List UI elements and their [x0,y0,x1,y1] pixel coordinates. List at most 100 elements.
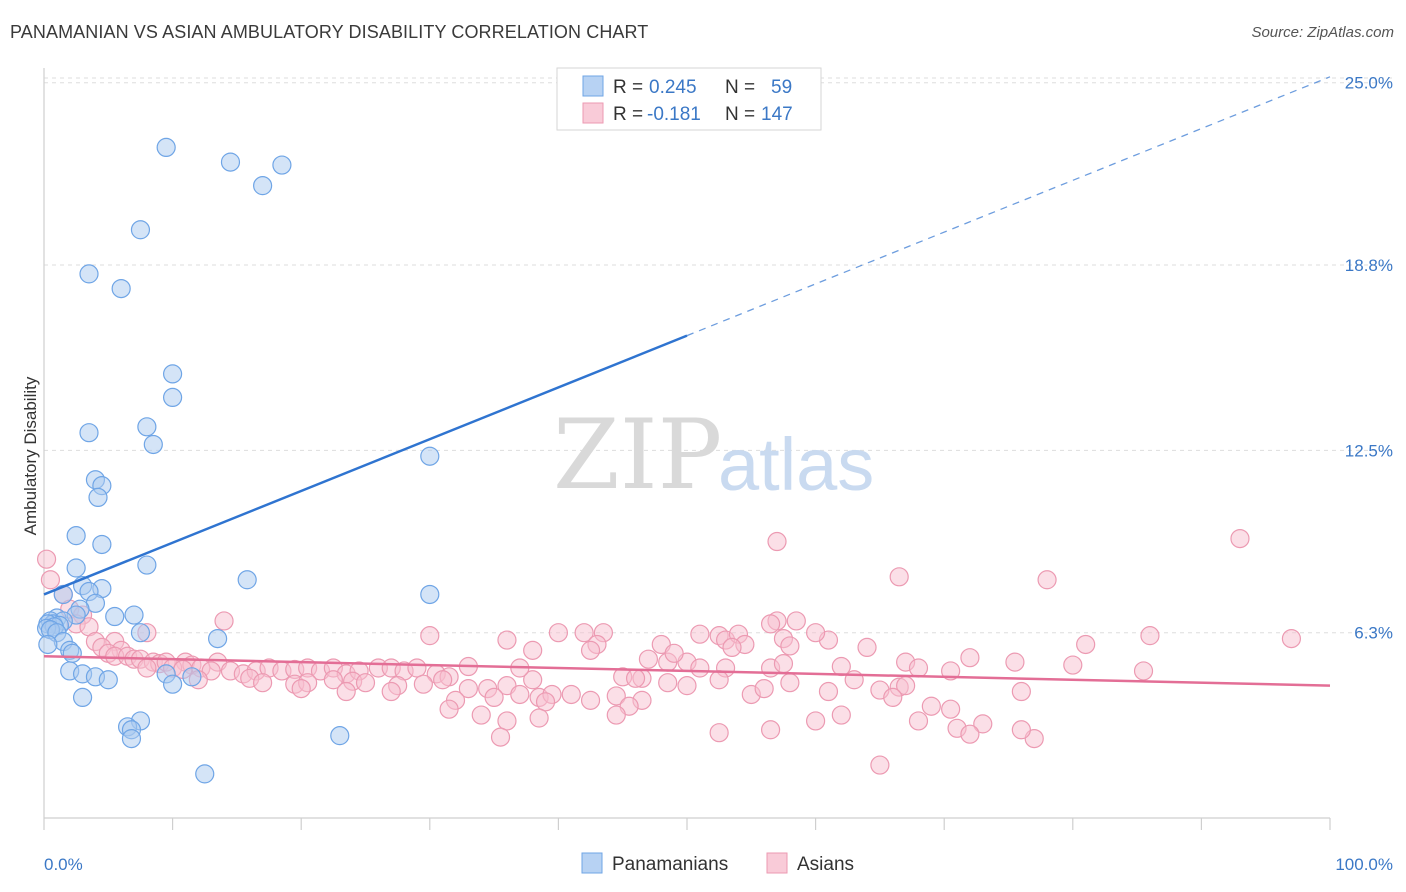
asians-point [523,640,543,660]
x-tick-marks [43,818,1331,830]
asians-point [754,678,774,699]
asians-point [638,649,659,669]
asians-point [529,708,549,728]
asians-point [960,724,980,744]
asians-point [433,670,453,690]
asians-point [1037,570,1057,590]
panamanians-point [420,446,440,466]
panamanians-point [208,628,228,649]
panamanians-point [420,584,440,605]
asians-point [709,670,729,690]
panamanians-point [66,526,86,546]
bottom-legend-swatch-asians [766,852,788,874]
panamanians-point [121,728,142,749]
asians-point [690,624,710,644]
asians-point [413,674,433,694]
asians-point [548,623,569,643]
asians-point [490,727,511,747]
legend: R = 0.245 N = 59 R = -0.181 N = 147 [556,67,822,131]
asians-point [1230,528,1250,549]
panamanians-point [330,726,350,746]
asians-point [439,699,459,719]
asians-point [760,614,781,634]
asians-point [497,711,517,731]
panamanians-point [163,387,183,408]
asians-point [1281,628,1302,649]
asians-point [523,670,543,690]
asians-point [40,570,61,590]
asians-point [780,673,800,693]
asians-point [510,684,530,705]
asians-point [664,643,684,663]
panamanians-trend-line [43,334,688,596]
legend-n-value-2: 147 [761,104,793,125]
asians-point [1133,661,1154,681]
chart-source: Source: ZipAtlas.com [1251,24,1394,41]
legend-r-label-1: R = [613,77,643,98]
y-tick-label: 18.8% [1345,256,1393,275]
asians-point [214,611,234,631]
panamanians-point [253,176,273,196]
y-tick-label: 6.3% [1354,624,1393,643]
asians-point [323,670,343,690]
bottom-legend-asians: Asians [797,854,854,875]
panamanians-point [124,605,144,625]
panamanians-point [137,417,157,437]
asians-point [941,661,961,681]
asians-point [336,681,356,702]
asians-point [574,623,594,643]
panamanians-point [182,667,202,687]
panamanians-trend-extension [686,76,1331,337]
asians-point [973,714,993,734]
asians-point [805,623,826,643]
asians-point [831,705,851,725]
asians-point [458,678,478,699]
asians-point [1076,634,1096,655]
y-tick-labels: 6.3% 12.5% 18.8% 25.0% [1345,74,1393,643]
asians-point [253,673,273,693]
panamanians-point [66,558,86,578]
x-tick-label-max: 100.0% [1335,855,1393,874]
legend-n-label-2: N = [725,104,755,125]
asians-point [36,549,57,569]
asians-point [497,630,517,650]
asians-point [857,637,877,658]
asians-point [580,690,601,710]
asians-point [535,692,556,712]
asians-point [420,626,440,646]
asians-point [960,648,980,668]
asians-point [1140,626,1160,646]
panamanians-point [130,623,151,643]
legend-r-label-2: R = [613,104,643,125]
panamanians-point [88,487,108,508]
legend-swatch-asians [582,102,604,124]
legend-r-value-2: -0.181 [647,104,701,125]
panamanians-point [62,643,82,663]
asians-point [908,658,929,678]
panamanians-points [36,137,440,784]
asians-point [625,668,646,688]
bottom-legend-swatch-panamanians [581,852,603,874]
panamanians-point [111,278,131,299]
asians-point [1011,720,1031,740]
panamanians-point [237,570,257,590]
grid-lines [44,77,1392,634]
panamanians-point [98,670,118,690]
asians-point [690,658,710,678]
legend-n-label-1: N = [725,77,755,98]
asians-point [484,687,504,708]
watermark: ZIP atlas [553,399,874,511]
asians-point [606,705,626,725]
asians-point [407,658,427,678]
asians-point [137,658,157,678]
asians-point [908,711,929,731]
asians-point [1011,681,1031,702]
asians-point [722,637,742,658]
asians-point [677,676,697,696]
asians-point [780,636,800,656]
panamanians-point [163,364,183,384]
y-tick-label: 25.0% [1345,74,1393,93]
panamanians-point [163,674,183,694]
asians-point [773,653,794,674]
